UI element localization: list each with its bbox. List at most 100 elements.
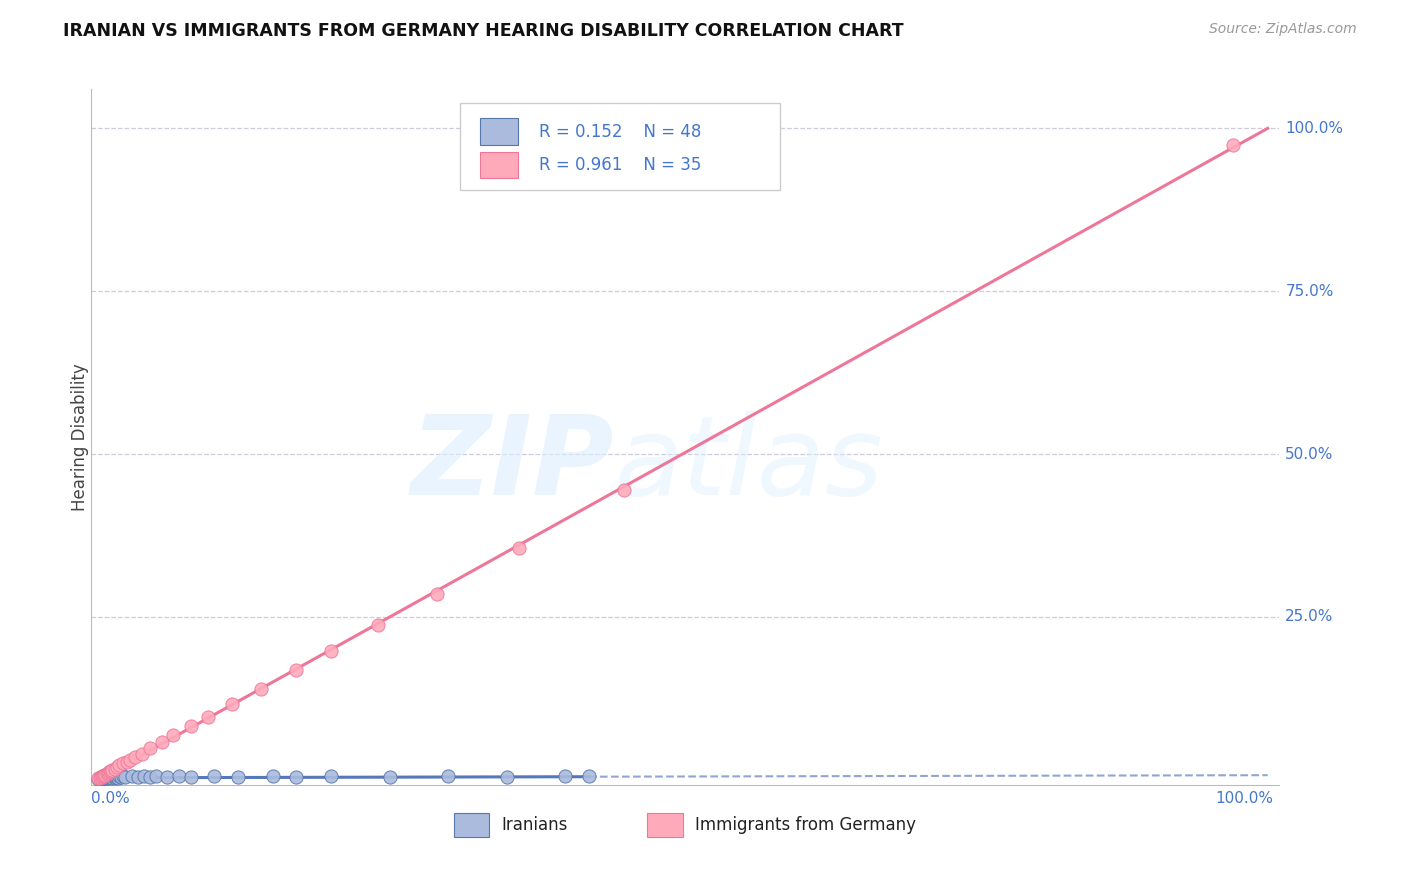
- Point: [114, 770, 136, 784]
- Point: [285, 770, 308, 784]
- Point: [118, 753, 141, 767]
- Point: [93, 769, 115, 783]
- Point: [91, 772, 114, 786]
- Bar: [647, 814, 683, 837]
- Point: [97, 768, 120, 782]
- Text: IRANIAN VS IMMIGRANTS FROM GERMANY HEARING DISABILITY CORRELATION CHART: IRANIAN VS IMMIGRANTS FROM GERMANY HEARI…: [63, 22, 904, 40]
- Point: [103, 770, 125, 784]
- Point: [321, 770, 343, 784]
- Point: [437, 770, 460, 784]
- Point: [90, 770, 112, 784]
- Point: [167, 770, 190, 784]
- FancyBboxPatch shape: [460, 103, 780, 190]
- Text: R = 0.152    N = 48: R = 0.152 N = 48: [540, 122, 702, 141]
- Y-axis label: Hearing Disability: Hearing Disability: [72, 363, 89, 511]
- Point: [162, 728, 184, 742]
- Point: [90, 772, 112, 786]
- Point: [97, 771, 120, 785]
- Point: [101, 763, 124, 777]
- Text: 75.0%: 75.0%: [1285, 284, 1334, 299]
- Point: [87, 772, 110, 786]
- Point: [115, 755, 138, 769]
- Point: [613, 483, 636, 497]
- Point: [139, 741, 162, 756]
- Point: [101, 771, 124, 785]
- Point: [131, 747, 153, 761]
- Text: ZIP: ZIP: [411, 411, 614, 518]
- Text: 25.0%: 25.0%: [1285, 609, 1334, 624]
- Point: [180, 719, 202, 733]
- Point: [96, 771, 118, 785]
- Text: 0.0%: 0.0%: [91, 791, 131, 806]
- Text: 100.0%: 100.0%: [1216, 791, 1274, 806]
- Point: [262, 770, 284, 784]
- Text: R = 0.961    N = 35: R = 0.961 N = 35: [540, 156, 702, 174]
- Point: [156, 770, 179, 784]
- Text: 50.0%: 50.0%: [1285, 447, 1334, 461]
- Point: [508, 541, 530, 556]
- Point: [105, 760, 128, 774]
- Point: [89, 772, 111, 786]
- Bar: [454, 814, 489, 837]
- Point: [94, 770, 117, 784]
- Point: [107, 771, 129, 785]
- Bar: [479, 152, 517, 178]
- Point: [91, 769, 114, 783]
- Point: [145, 770, 167, 784]
- Point: [426, 587, 449, 601]
- Point: [180, 770, 202, 784]
- Point: [127, 770, 149, 784]
- Point: [97, 769, 120, 783]
- Point: [94, 772, 117, 786]
- Point: [100, 770, 122, 784]
- Point: [104, 769, 127, 783]
- Point: [202, 770, 225, 784]
- Point: [105, 770, 128, 784]
- Point: [378, 770, 401, 784]
- Point: [111, 770, 134, 784]
- Point: [150, 735, 173, 749]
- Point: [226, 770, 249, 784]
- Point: [1222, 137, 1244, 152]
- Point: [121, 770, 143, 784]
- Point: [108, 758, 131, 772]
- Point: [90, 770, 112, 784]
- Point: [97, 770, 120, 784]
- Point: [93, 771, 115, 785]
- Point: [108, 770, 131, 784]
- Point: [496, 770, 519, 784]
- Point: [250, 681, 273, 696]
- Text: 100.0%: 100.0%: [1285, 120, 1343, 136]
- Point: [132, 769, 155, 783]
- Point: [197, 710, 219, 724]
- Point: [221, 697, 243, 711]
- Point: [90, 770, 112, 784]
- Point: [111, 756, 134, 771]
- Point: [367, 617, 389, 632]
- Point: [100, 764, 122, 778]
- Point: [321, 644, 343, 658]
- Point: [91, 770, 114, 784]
- Point: [124, 750, 146, 764]
- Point: [87, 772, 110, 786]
- Point: [101, 768, 124, 782]
- Point: [89, 771, 111, 785]
- Text: Source: ZipAtlas.com: Source: ZipAtlas.com: [1209, 22, 1357, 37]
- Text: Iranians: Iranians: [502, 816, 568, 834]
- Point: [554, 769, 576, 783]
- Point: [110, 770, 132, 784]
- Point: [104, 771, 127, 785]
- Point: [98, 770, 121, 784]
- Text: Immigrants from Germany: Immigrants from Germany: [695, 816, 915, 834]
- Point: [96, 767, 118, 781]
- Point: [98, 764, 121, 779]
- Point: [97, 764, 120, 779]
- Point: [104, 770, 127, 784]
- Point: [578, 770, 600, 784]
- Point: [139, 770, 162, 784]
- Point: [93, 768, 115, 782]
- Point: [90, 771, 112, 785]
- Point: [285, 663, 308, 677]
- Text: atlas: atlas: [614, 411, 883, 518]
- Bar: [479, 119, 517, 145]
